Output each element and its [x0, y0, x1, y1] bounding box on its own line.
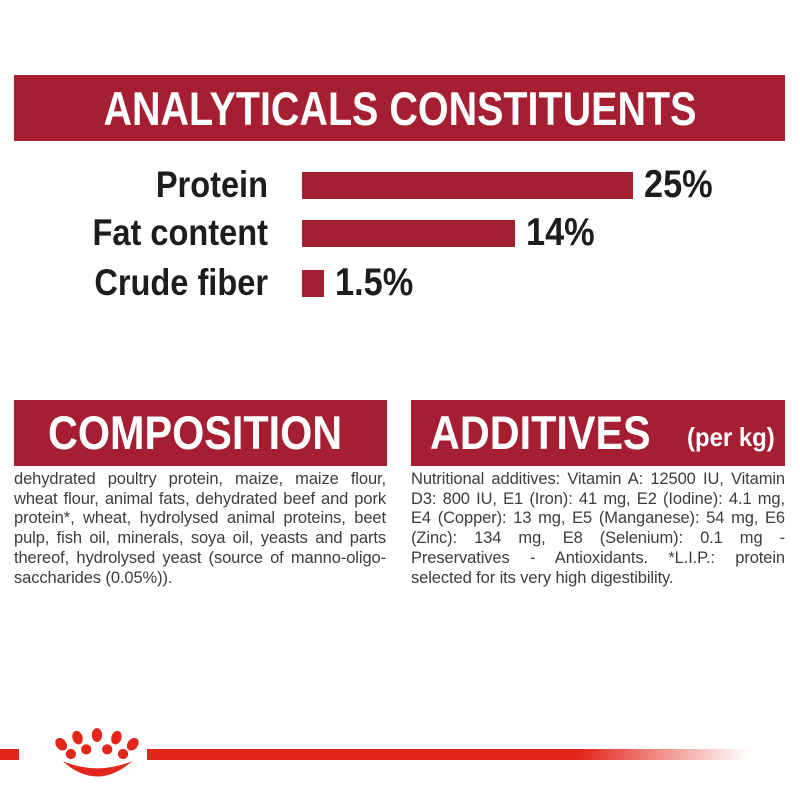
additives-per-kg-label: (per kg) — [686, 422, 775, 452]
composition-title: COMPOSITION — [48, 406, 343, 459]
chart-value: 25% — [644, 163, 713, 206]
footer-divider-left — [0, 749, 19, 760]
chart-label: Fat content — [92, 212, 268, 253]
chart-row-protein: Protein 25% — [0, 160, 722, 210]
footer-divider-right — [147, 749, 748, 760]
chart-value: 1.5% — [335, 261, 414, 304]
composition-body: dehydrated poultry protein, maize, maize… — [14, 470, 386, 587]
chart-label: Crude fiber — [94, 262, 268, 303]
additives-header-bar: ADDITIVES (per kg) — [411, 400, 785, 466]
chart-label: Protein — [155, 164, 268, 205]
composition-header-bar: COMPOSITION — [14, 400, 387, 466]
chart-bar — [302, 219, 515, 247]
crown-paw-icon — [54, 728, 144, 780]
chart-row-crude-fiber: Crude fiber 1.5% — [0, 258, 424, 308]
chart-row-fat-content: Fat content 14% — [0, 208, 604, 258]
chart-bar — [302, 171, 633, 199]
additives-body: Nutritional additives: Vitamin A: 12500 … — [411, 470, 785, 587]
additives-title: ADDITIVES — [430, 406, 651, 459]
chart-bar — [302, 269, 324, 297]
analyticals-header-bar: ANALYTICALS CONSTITUENTS — [14, 75, 785, 141]
analyticals-title: ANALYTICALS CONSTITUENTS — [103, 81, 696, 135]
chart-value: 14% — [526, 211, 595, 254]
